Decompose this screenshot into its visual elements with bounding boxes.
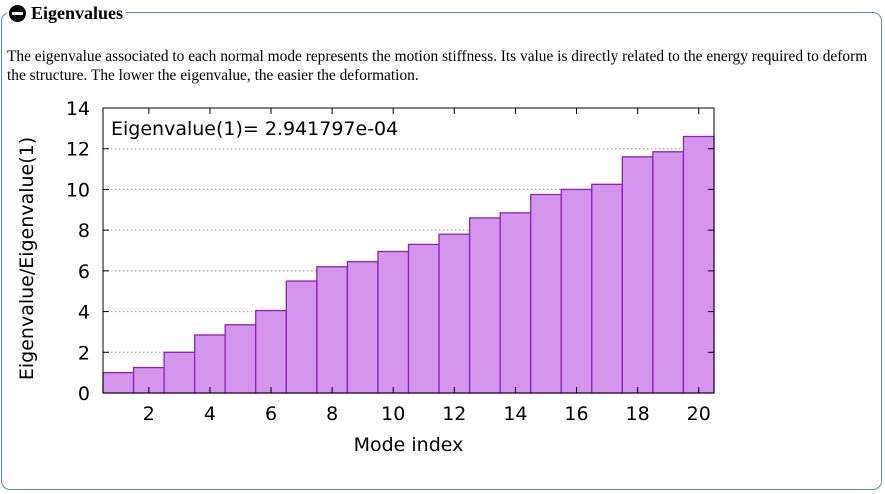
- bar-mode-20: [682, 135, 715, 394]
- x-tick-label-10: 10: [381, 403, 405, 425]
- bar-mode-14: [499, 212, 532, 394]
- bar-mode-10: [377, 250, 410, 394]
- bar-mode-18: [621, 156, 654, 394]
- bar-mode-13: [468, 217, 501, 394]
- y-tick-label-10: 10: [66, 179, 90, 201]
- x-tick-label-8: 8: [326, 403, 338, 425]
- bar-mode-16: [560, 188, 593, 394]
- section-title: Eigenvalues: [31, 3, 124, 23]
- y-tick-label-2: 2: [78, 342, 90, 364]
- x-tick-label-14: 14: [503, 403, 527, 425]
- eigenvalues-panel: [1, 12, 882, 490]
- bar-mode-11: [407, 243, 440, 394]
- section-description: The eigenvalue associated to each normal…: [7, 48, 868, 84]
- bar-series: [102, 135, 715, 394]
- bar-mode-19: [652, 151, 685, 394]
- bar-mode-12: [438, 233, 471, 394]
- bar-mode-4: [193, 334, 226, 394]
- x-tick-label-12: 12: [442, 403, 466, 425]
- x-axis-label: Mode index: [354, 434, 464, 456]
- y-tick-label-4: 4: [78, 302, 90, 324]
- y-tick-label-14: 14: [66, 98, 90, 120]
- plot-frame: [102, 107, 715, 394]
- section-header: Eigenvalues: [7, 3, 127, 23]
- x-tick-label-18: 18: [626, 403, 650, 425]
- y-axis-label: Eigenvalue/Eigenvalue(1): [16, 137, 38, 380]
- y-tick-label-8: 8: [78, 220, 90, 242]
- chart-title: Eigenvalue(1)= 2.941797e-04: [111, 118, 398, 140]
- bar-mode-17: [591, 183, 623, 394]
- bar-mode-7: [285, 280, 318, 394]
- x-tick-label-2: 2: [143, 403, 155, 425]
- bar-mode-3: [163, 351, 196, 394]
- y-tick-label-0: 0: [78, 383, 90, 405]
- x-tick-label-6: 6: [265, 403, 277, 425]
- x-tick-label-20: 20: [687, 403, 711, 425]
- ticks: 0 2 4 6 8 10 12 14 2 4 6 8 10 12 14 16 18 20: [66, 98, 714, 425]
- bar-mode-8: [316, 266, 349, 394]
- bar-mode-15: [530, 193, 562, 394]
- y-tick-label-12: 12: [66, 139, 90, 161]
- x-tick-label-4: 4: [204, 403, 216, 425]
- bar-mode-9: [346, 261, 379, 394]
- bar-mode-5: [224, 324, 257, 394]
- y-tick-label-6: 6: [78, 261, 90, 283]
- bar-mode-6: [255, 309, 287, 394]
- collapse-minus-icon[interactable]: [9, 4, 26, 22]
- bar-mode-1: [102, 371, 135, 394]
- x-tick-label-16: 16: [564, 403, 588, 425]
